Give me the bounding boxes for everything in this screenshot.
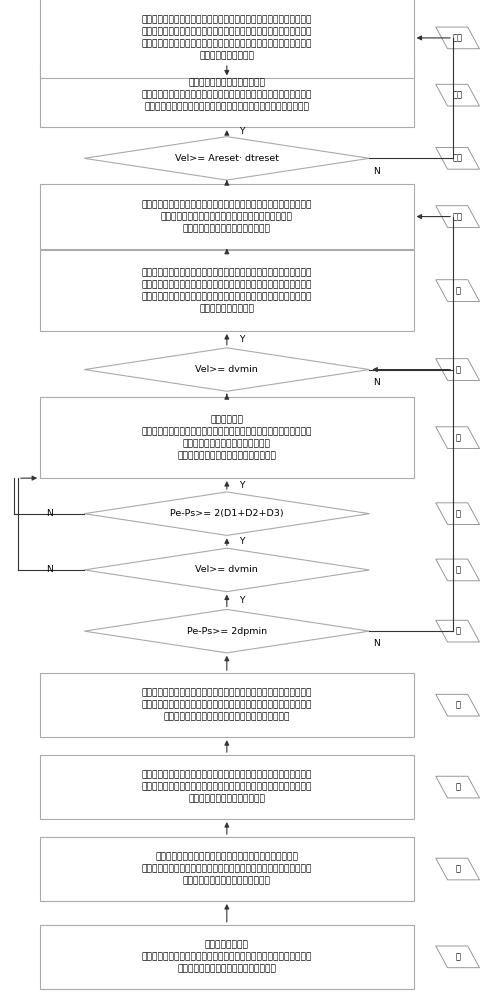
Text: 对三角函数的轨迹的最大加速度和加速度从零加速到的时间进行重置，
再对基于三角函数的轨迹按最大加速度和最大加加速度进行规划，获得
机器人机械臂期望输出轨迹，继而实: 对三角函数的轨迹的最大加速度和加速度从零加速到的时间进行重置， 再对基于三角函数… [141, 15, 312, 61]
Text: 十: 十 [455, 286, 460, 295]
Bar [40, 63, 414, 127]
Text: Y: Y [239, 127, 244, 136]
Text: 十四: 十四 [453, 33, 462, 42]
Bar [40, 184, 414, 249]
Bar [40, 925, 414, 989]
Text: Y: Y [239, 596, 244, 605]
Bar [40, 755, 414, 819]
Polygon shape [436, 946, 480, 968]
Text: Vel>= Areset· dtreset: Vel>= Areset· dtreset [175, 154, 279, 163]
Text: 给定机器人机械臂运动的轨迹规划速度、起止期望点位置与
速度、末端期望点位置，按最大加速度和最大加加速度进行基于三角函
数的机器人机械臂轨迹曲线的规划；: 给定机器人机械臂运动的轨迹规划速度、起止期望点位置与 速度、末端期望点位置，按最… [141, 852, 312, 886]
Polygon shape [436, 858, 480, 880]
Polygon shape [436, 620, 480, 642]
Text: Pe-Ps>= 2dpmin: Pe-Ps>= 2dpmin [187, 627, 267, 636]
Text: 依据最短时间原则将机器人机械臂从起始期望点到末端期望点的轨迹分
为加速段（加加速段、匀加速段、减加速段）、匀速段、减速段（加减
速段、匀减速段、减减速段）；: 依据最短时间原则将机器人机械臂从起始期望点到末端期望点的轨迹分 为加速段（加加速… [141, 770, 312, 804]
Text: N: N [373, 639, 380, 648]
Text: Vel>= dvmin: Vel>= dvmin [195, 365, 258, 374]
Text: Y: Y [239, 481, 244, 490]
Polygon shape [436, 503, 480, 525]
Text: 九: 九 [455, 365, 460, 374]
Text: 五: 五 [455, 627, 460, 636]
Text: 对三角函数的轨迹的最大加速度和加速度从零加速到的时间进行重置，
获得三角函数升降速控制的加速段重置的最大加速度和
从零加速到重置最大加速度的时间；: 对三角函数的轨迹的最大加速度和加速度从零加速到的时间进行重置， 获得三角函数升降… [141, 200, 312, 233]
Text: 一: 一 [455, 952, 460, 961]
Text: 基于三角函数的轨迹按重置后的
最大加速度和最大加加速度进行规划，获得机器人机械臂期望的输出轨
迹，继而实现基于三角函数的工业机器人轨迹规划升降速控制方法；: 基于三角函数的轨迹按重置后的 最大加速度和最大加加速度进行规划，获得机器人机械臂… [141, 79, 312, 112]
Text: 六: 六 [455, 565, 460, 574]
Text: 十一: 十一 [453, 212, 462, 221]
Polygon shape [436, 359, 480, 380]
Bar [40, 673, 414, 737]
Polygon shape [84, 548, 369, 592]
Text: Y: Y [239, 335, 244, 344]
Text: 四: 四 [455, 701, 460, 710]
Polygon shape [84, 609, 369, 653]
Text: 十二: 十二 [453, 154, 462, 163]
Text: 建立基于三角函数
的工业机器人机械臂轨迹曲线的位置的数学模型、速度的数学模型、加
速度的数学模型和加加速度的数学模型；: 建立基于三角函数 的工业机器人机械臂轨迹曲线的位置的数学模型、速度的数学模型、加… [141, 940, 312, 974]
Text: 基于三角函数
的轨迹按最大加速度和最大加加速度进行规划，获得机器人机械臂期望
的输出轨迹，继而实现基于三角函数
的工业机器人轨迹规划升降速控制方法；: 基于三角函数 的轨迹按最大加速度和最大加加速度进行规划，获得机器人机械臂期望 的… [141, 415, 312, 460]
Polygon shape [84, 492, 369, 535]
Bar [40, 250, 414, 331]
Text: Pe-Ps>= 2(D1+D2+D3): Pe-Ps>= 2(D1+D2+D3) [170, 509, 283, 518]
Text: 十三: 十三 [453, 91, 462, 100]
Text: Y: Y [239, 537, 244, 546]
Polygon shape [436, 27, 480, 49]
Polygon shape [436, 84, 480, 106]
Polygon shape [436, 206, 480, 227]
Text: 三: 三 [455, 783, 460, 792]
Polygon shape [436, 147, 480, 169]
Text: N: N [373, 167, 380, 176]
Text: 将加速段的加加速段、匀加速段、减加速段的边界条件的值代入步骤一
所述的数学模型中列出方程组并求解所述数学模型的参数，当匀加速段
位移量时，加速段规划距离最短，且: 将加速段的加加速段、匀加速段、减加速段的边界条件的值代入步骤一 所述的数学模型中… [141, 689, 312, 722]
Polygon shape [436, 694, 480, 716]
Bar [40, 0, 414, 78]
Polygon shape [436, 776, 480, 798]
Text: N: N [46, 509, 53, 518]
Text: 二: 二 [455, 865, 460, 874]
Bar [40, 397, 414, 478]
Bar [40, 837, 414, 901]
Polygon shape [436, 427, 480, 449]
Polygon shape [84, 137, 369, 180]
Text: N: N [373, 378, 380, 387]
Polygon shape [84, 348, 369, 391]
Text: N: N [46, 565, 53, 574]
Polygon shape [436, 280, 480, 301]
Polygon shape [436, 559, 480, 581]
Text: Vel>= dvmin: Vel>= dvmin [195, 565, 258, 574]
Text: 对三角函数的轨迹的最大加速度和加速度从零加速到的时间进行重置，
再对基于三角函数的轨迹按最大加速度和最大加加速度进行规划，获得
机器人机械臂期望输出轨迹，继而实: 对三角函数的轨迹的最大加速度和加速度从零加速到的时间进行重置， 再对基于三角函数… [141, 268, 312, 313]
Text: 八: 八 [455, 433, 460, 442]
Text: 七: 七 [455, 509, 460, 518]
